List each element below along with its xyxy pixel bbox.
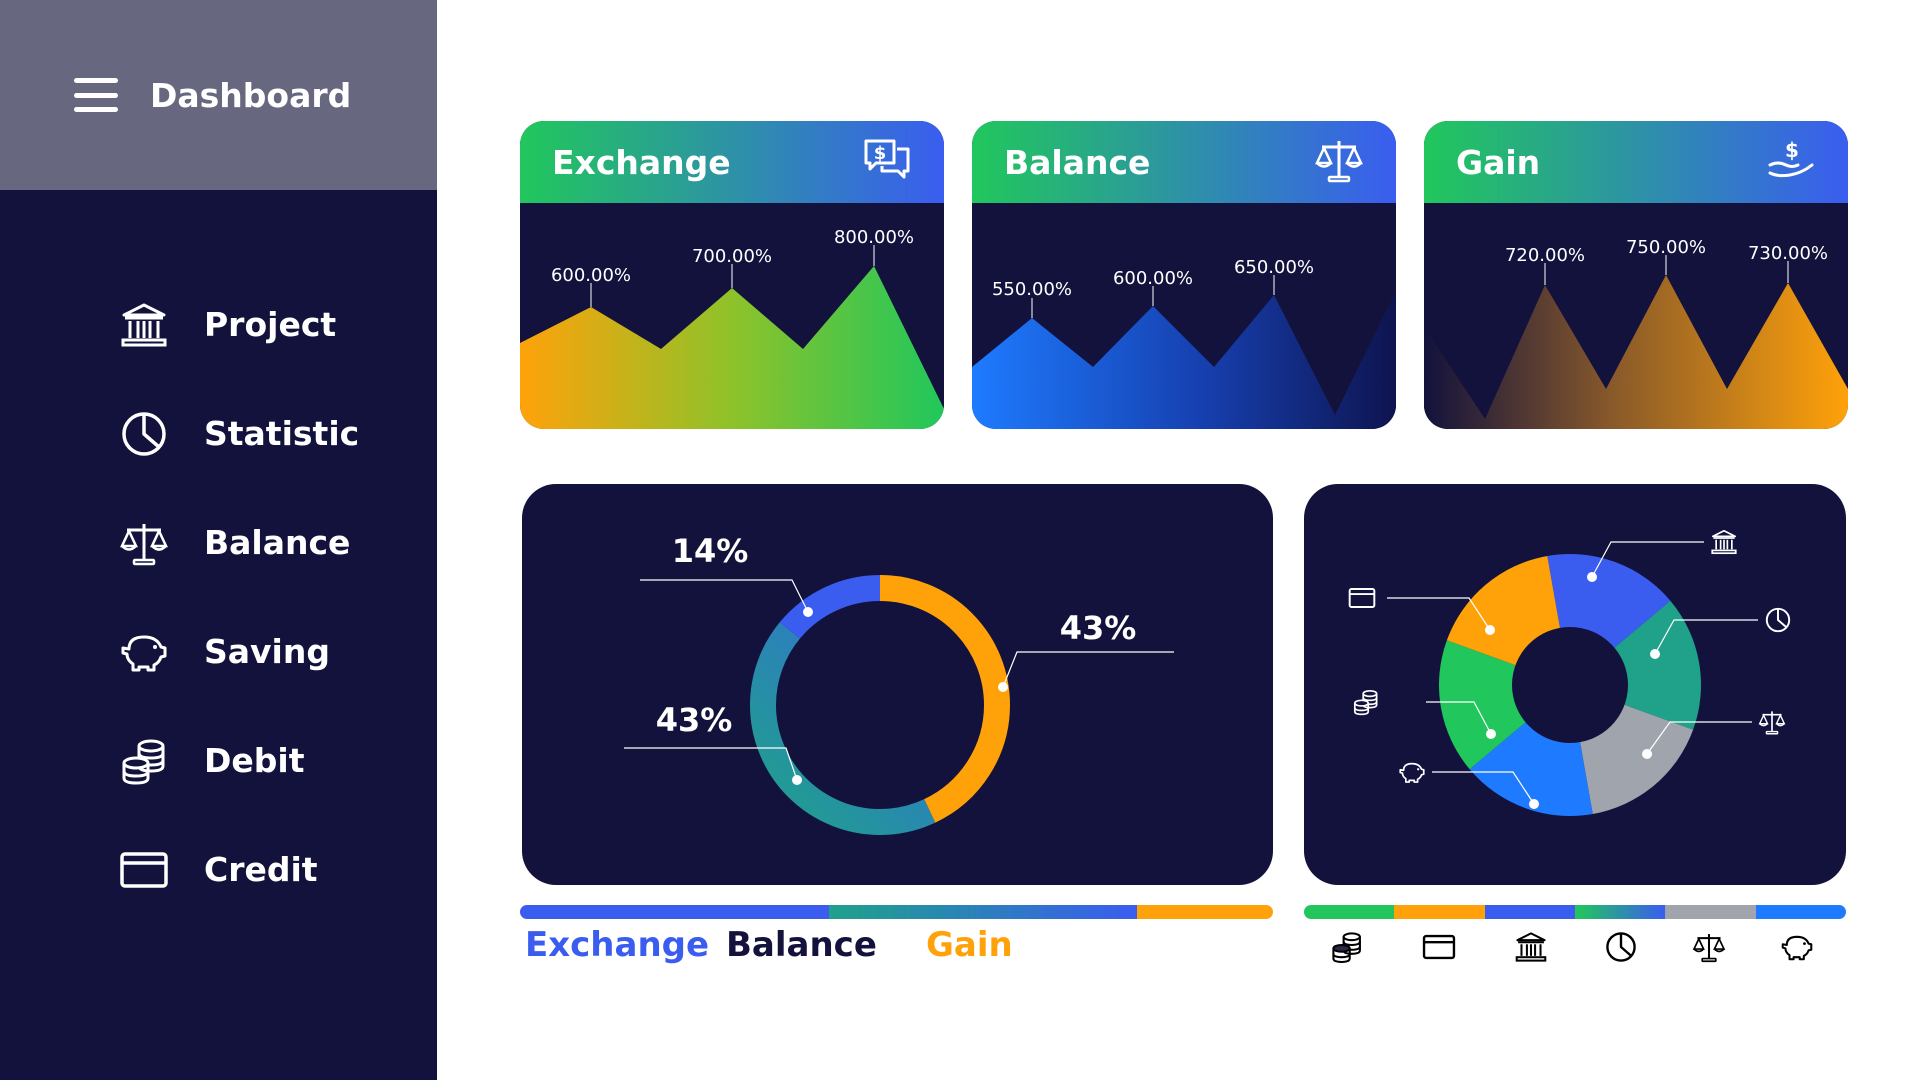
legend-label-exchange: Exchange — [525, 925, 710, 965]
exchange-area-chart: 600.00% 700.00% 800.00% — [520, 227, 944, 429]
legend-segment-scale — [1665, 905, 1756, 919]
pie-slice-coins — [1439, 640, 1570, 770]
category-pie-panel — [1304, 484, 1846, 885]
legend-label-balance: Balance — [726, 925, 877, 965]
pie-slice-pie-chart — [1570, 600, 1701, 730]
scale-icon — [1314, 135, 1364, 189]
data-label: 800.00% — [834, 227, 914, 248]
scale-icon — [118, 517, 170, 569]
sidebar-item-label: Statistic — [204, 414, 360, 453]
scale-icon — [1758, 710, 1786, 735]
sidebar-item-label: Saving — [204, 632, 330, 671]
scale-icon — [1692, 930, 1726, 964]
card-header: Balance — [972, 121, 1396, 203]
donut-chart: 14% 43% 43% — [624, 532, 1174, 835]
data-label: 720.00% — [1505, 245, 1585, 266]
data-label: 600.00% — [1113, 268, 1193, 289]
donut-label-43-left: 43% — [656, 701, 733, 739]
sidebar-item-statistic[interactable]: Statistic — [118, 379, 359, 488]
piggy-bank-icon — [1780, 930, 1814, 964]
piggy-bank-icon — [118, 626, 170, 678]
card-title: Exchange — [552, 142, 731, 182]
card-title: Gain — [1456, 142, 1541, 182]
card-title: Balance — [1004, 142, 1151, 182]
exchange-card[interactable]: Exchange 600.00% 700.00% 800.00% — [520, 121, 944, 429]
sidebar-header: Dashboard — [0, 0, 437, 190]
card-header: Gain — [1424, 121, 1848, 203]
data-label: 600.00% — [551, 265, 631, 286]
legend-segment-card — [1394, 905, 1485, 919]
sidebar-item-debit[interactable]: Debit — [118, 706, 359, 815]
balance-area-chart: 550.00% 600.00% 650.00% — [972, 257, 1396, 429]
gain-area-chart: 720.00% 750.00% 730.00% — [1424, 237, 1848, 429]
credit-card-icon — [1422, 930, 1456, 964]
bank-icon — [118, 299, 170, 351]
legend-label-gain: Gain — [926, 925, 1013, 965]
sidebar-item-label: Credit — [204, 850, 318, 889]
legend-segment-coins — [1304, 905, 1395, 919]
money-chat-icon — [862, 135, 912, 189]
category-legend-bar — [1304, 905, 1846, 919]
exchange-area — [520, 266, 944, 429]
sidebar-item-label: Debit — [204, 741, 305, 780]
data-label: 700.00% — [692, 246, 772, 267]
donut-label-14: 14% — [672, 532, 749, 570]
gain-area — [1424, 275, 1848, 429]
sidebar-item-credit[interactable]: Credit — [118, 815, 359, 924]
sidebar-nav: Project Statistic Balance Saving Debit C… — [118, 270, 359, 924]
pie-chart-icon — [1765, 607, 1791, 633]
sidebar-item-balance[interactable]: Balance — [118, 488, 359, 597]
pie-chart-icon — [118, 408, 170, 460]
sidebar-item-label: Balance — [204, 523, 351, 562]
dashboard-title: Dashboard — [150, 75, 352, 115]
legend-segment-bank — [1484, 905, 1575, 919]
legend-segment-exchange — [520, 905, 829, 919]
credit-card-icon — [1348, 588, 1376, 608]
legend-segment-pie — [1574, 905, 1666, 919]
bank-icon — [1514, 930, 1548, 964]
donut-segment-blue — [750, 575, 1010, 835]
legend-segment-piggy — [1755, 905, 1846, 919]
balance-area — [972, 291, 1396, 429]
data-label: 650.00% — [1234, 257, 1314, 278]
card-header: Exchange — [520, 121, 944, 203]
sidebar-item-saving[interactable]: Saving — [118, 597, 359, 706]
sidebar-item-label: Project — [204, 305, 337, 344]
legend-segment-gain — [1137, 905, 1273, 919]
menu-icon[interactable] — [74, 78, 118, 112]
gain-card[interactable]: Gain 720.00% 750.00% 730.00% — [1424, 121, 1848, 429]
data-label: 730.00% — [1748, 243, 1828, 264]
pie-chart-icon — [1604, 930, 1638, 964]
legend-segment-balance — [828, 905, 1138, 919]
data-label: 750.00% — [1626, 237, 1706, 258]
donut-segment-teal — [750, 575, 1010, 835]
coins-icon — [1330, 930, 1364, 964]
balance-card[interactable]: Balance 550.00% 600.00% 650.00% — [972, 121, 1396, 429]
category-pie-chart — [1348, 529, 1791, 816]
coins-icon — [118, 735, 170, 787]
credit-card-icon — [118, 844, 170, 896]
coins-icon — [1353, 689, 1378, 716]
series-legend-bar — [520, 905, 1273, 919]
piggy-bank-icon — [1399, 762, 1425, 783]
bank-icon — [1711, 529, 1737, 555]
donut-label-43-right: 43% — [1060, 609, 1137, 647]
sidebar: Dashboard Project Statistic Balance Savi… — [0, 0, 437, 1080]
dollar-hand-icon — [1766, 135, 1816, 189]
sidebar-item-project[interactable]: Project — [118, 270, 359, 379]
donut-panel: 14% 43% 43% — [522, 484, 1273, 885]
data-label: 550.00% — [992, 279, 1072, 300]
